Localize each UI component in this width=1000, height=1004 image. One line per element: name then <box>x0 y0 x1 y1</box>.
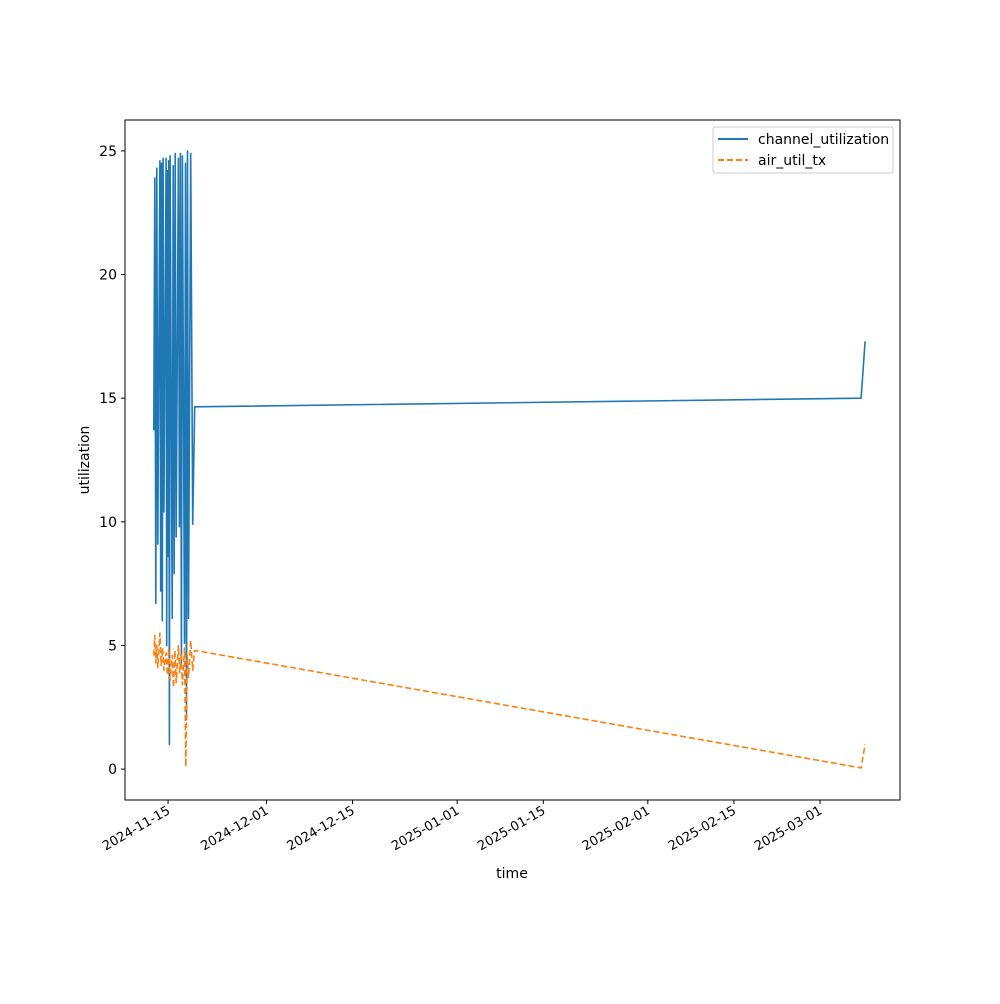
legend-label-air-util-tx: air_util_tx <box>758 153 826 169</box>
y-tick-label: 0 <box>108 762 117 778</box>
x-axis-label: time <box>496 866 528 882</box>
y-tick-label: 5 <box>108 638 117 654</box>
y-axis-label: utilization <box>77 426 93 495</box>
series-layer <box>153 150 866 769</box>
plot-area-frame <box>124 119 901 801</box>
y-axis: 0 5 10 15 20 25 <box>99 144 125 778</box>
y-tick-label: 15 <box>99 391 117 407</box>
y-tick-label: 10 <box>99 515 117 531</box>
y-tick-label: 25 <box>99 144 117 160</box>
y-tick-label: 20 <box>99 268 117 284</box>
series-line-channel-utilization <box>153 150 866 746</box>
series-line-air-util-tx <box>153 632 866 769</box>
legend: channel_utilization air_util_tx <box>712 126 894 174</box>
legend-box <box>712 126 894 174</box>
legend-label-channel-utilization: channel_utilization <box>758 132 889 148</box>
